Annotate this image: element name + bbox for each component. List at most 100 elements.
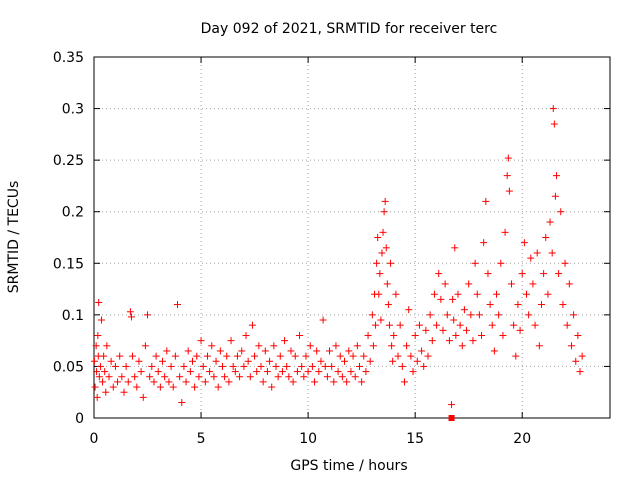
data-point bbox=[304, 368, 312, 376]
data-point bbox=[514, 301, 522, 309]
data-point bbox=[559, 301, 567, 309]
data-point bbox=[263, 368, 271, 376]
data-point bbox=[90, 357, 98, 365]
data-point bbox=[394, 352, 402, 360]
data-point bbox=[101, 368, 109, 376]
data-point bbox=[201, 378, 209, 386]
data-point bbox=[475, 311, 483, 319]
data-point bbox=[452, 331, 460, 339]
plot-area-frame bbox=[93, 56, 611, 419]
data-point bbox=[384, 301, 392, 309]
data-point bbox=[96, 362, 104, 370]
data-point bbox=[182, 378, 190, 386]
data-point bbox=[574, 331, 582, 339]
data-point bbox=[378, 249, 386, 257]
data-point bbox=[276, 352, 284, 360]
data-point bbox=[116, 352, 124, 360]
data-point bbox=[122, 362, 130, 370]
x-tick-label: 15 bbox=[406, 431, 424, 447]
data-point bbox=[311, 378, 319, 386]
data-point bbox=[368, 311, 376, 319]
data-point bbox=[197, 337, 205, 345]
data-point bbox=[212, 357, 220, 365]
data-point bbox=[266, 357, 274, 365]
data-point bbox=[272, 362, 280, 370]
data-point bbox=[154, 368, 162, 376]
data-point bbox=[424, 352, 432, 360]
data-point bbox=[418, 347, 426, 355]
data-point bbox=[203, 352, 211, 360]
data-point bbox=[456, 321, 464, 329]
data-point bbox=[174, 301, 182, 309]
data-point bbox=[126, 308, 134, 316]
data-point bbox=[293, 368, 301, 376]
data-point bbox=[99, 378, 107, 386]
data-point bbox=[389, 357, 397, 365]
data-point bbox=[544, 290, 552, 298]
data-point bbox=[428, 337, 436, 345]
data-point bbox=[437, 295, 445, 303]
data-point bbox=[268, 383, 276, 391]
data-point bbox=[291, 352, 299, 360]
data-point bbox=[165, 378, 173, 386]
data-point bbox=[495, 311, 503, 319]
data-point bbox=[435, 270, 443, 278]
data-point bbox=[450, 316, 458, 324]
data-point bbox=[503, 172, 511, 180]
data-point bbox=[91, 383, 99, 391]
data-point bbox=[296, 331, 304, 339]
data-point bbox=[148, 362, 156, 370]
data-point bbox=[369, 342, 377, 350]
data-point bbox=[398, 362, 406, 370]
data-point bbox=[533, 249, 541, 257]
data-points bbox=[90, 105, 586, 421]
data-point bbox=[278, 368, 286, 376]
data-point bbox=[208, 342, 216, 350]
data-point bbox=[251, 352, 259, 360]
data-point bbox=[373, 259, 381, 267]
y-axis-label: SRMTID / TECUs bbox=[6, 181, 22, 294]
data-point bbox=[578, 352, 586, 360]
data-point bbox=[127, 313, 135, 321]
x-axis: 0 5 10 15 20 bbox=[90, 57, 531, 447]
data-point bbox=[480, 239, 488, 247]
data-point bbox=[107, 357, 115, 365]
data-point bbox=[576, 368, 584, 376]
data-point bbox=[308, 362, 316, 370]
data-point bbox=[471, 259, 479, 267]
data-point bbox=[216, 347, 224, 355]
data-point bbox=[111, 362, 119, 370]
data-point bbox=[248, 321, 256, 329]
data-point bbox=[236, 373, 244, 381]
data-point bbox=[129, 352, 137, 360]
data-point bbox=[188, 357, 196, 365]
data-point bbox=[376, 270, 384, 278]
data-point bbox=[300, 373, 308, 381]
data-point bbox=[193, 352, 201, 360]
data-point bbox=[550, 120, 558, 128]
data-point bbox=[336, 352, 344, 360]
data-point bbox=[379, 228, 387, 236]
chart-title: Day 092 of 2021, SRMTID for receiver ter… bbox=[201, 21, 498, 37]
data-point bbox=[206, 368, 214, 376]
y-tick-label: 0.15 bbox=[53, 256, 84, 272]
data-point bbox=[285, 373, 293, 381]
data-point bbox=[430, 290, 438, 298]
data-point bbox=[388, 342, 396, 350]
data-point bbox=[317, 357, 325, 365]
data-point bbox=[93, 393, 101, 401]
data-point bbox=[176, 373, 184, 381]
data-point bbox=[382, 244, 390, 252]
data-point bbox=[411, 331, 419, 339]
data-point bbox=[326, 347, 334, 355]
data-point bbox=[233, 352, 241, 360]
data-point bbox=[321, 362, 329, 370]
data-point bbox=[572, 357, 580, 365]
data-point bbox=[274, 373, 282, 381]
data-point bbox=[529, 280, 537, 288]
y-tick-label: 0.05 bbox=[53, 359, 84, 375]
y-tick-label: 0.1 bbox=[62, 308, 84, 324]
data-point bbox=[351, 373, 359, 381]
data-point bbox=[118, 373, 126, 381]
data-point bbox=[499, 331, 507, 339]
